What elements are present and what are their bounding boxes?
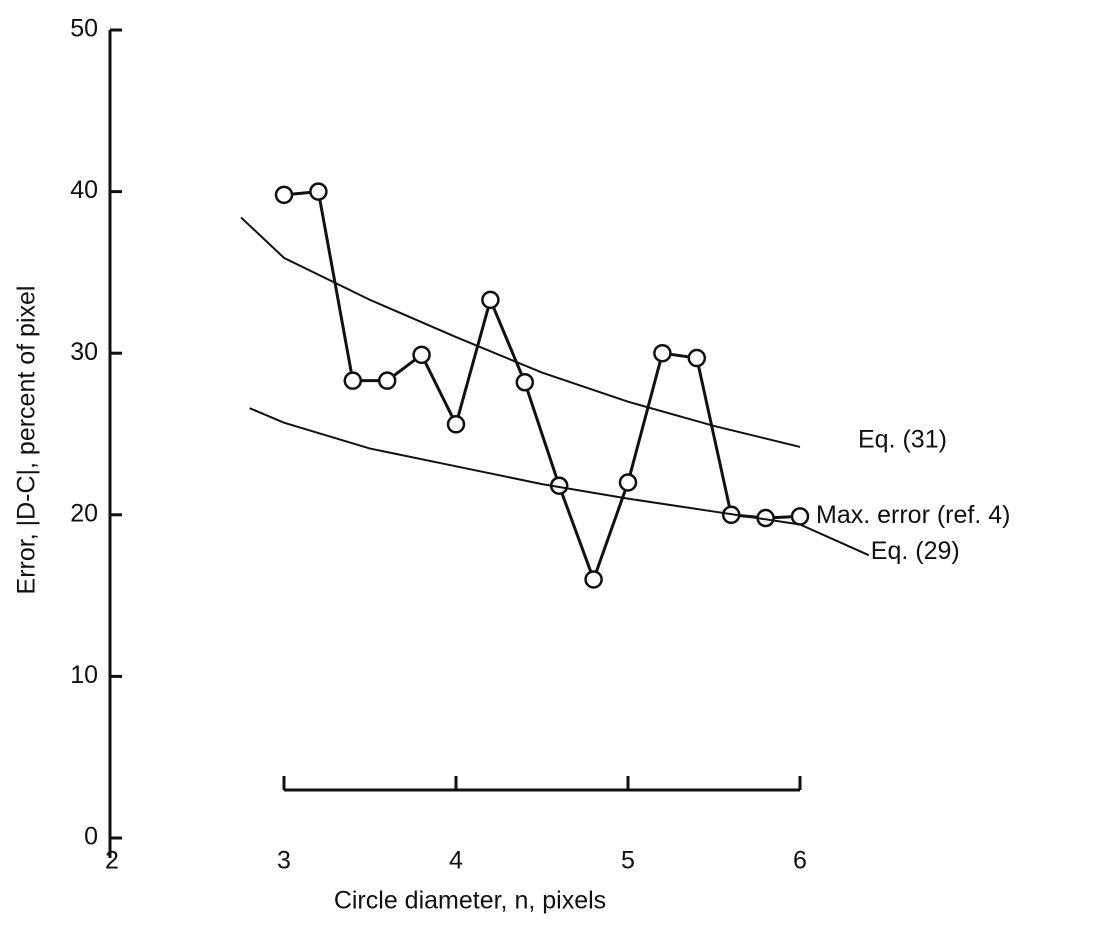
x-tick-label: 2 bbox=[105, 847, 119, 875]
x-tick-label: 6 bbox=[793, 847, 807, 875]
data-point bbox=[515, 373, 535, 392]
y-tick-label: 40 bbox=[70, 176, 98, 204]
y-tick-label: 30 bbox=[70, 338, 98, 366]
x-tick-label: 4 bbox=[449, 847, 463, 875]
y-tick-label: 50 bbox=[70, 15, 98, 43]
series-label: Eq. (29) bbox=[871, 537, 960, 565]
series-label: Max. error (ref. 4) bbox=[816, 501, 1010, 529]
data-point bbox=[790, 507, 810, 526]
x-axis-label: Circle diameter, n, pixels bbox=[334, 887, 606, 915]
data-point bbox=[274, 185, 294, 205]
line bbox=[283, 189, 801, 584]
data-point bbox=[481, 290, 500, 310]
x-tick-label: 3 bbox=[277, 847, 291, 875]
data-point bbox=[412, 345, 431, 365]
y-tick-label: 20 bbox=[70, 499, 98, 527]
data-point bbox=[446, 415, 466, 434]
line bbox=[240, 216, 801, 448]
data-point bbox=[377, 371, 397, 390]
y-tick-label: 0 bbox=[84, 823, 98, 851]
data-point bbox=[343, 371, 363, 390]
y-tick-label: 10 bbox=[70, 661, 98, 689]
data-point bbox=[687, 348, 707, 368]
y-axis-label: Error, |D-C|, percent of pixel bbox=[13, 286, 41, 595]
data-point bbox=[653, 343, 672, 363]
x-tick-label: 5 bbox=[621, 847, 635, 875]
data-point bbox=[309, 182, 328, 201]
line bbox=[249, 407, 870, 557]
data-point bbox=[618, 473, 638, 492]
data-point bbox=[584, 570, 603, 589]
series-label: Eq. (31) bbox=[858, 426, 947, 454]
